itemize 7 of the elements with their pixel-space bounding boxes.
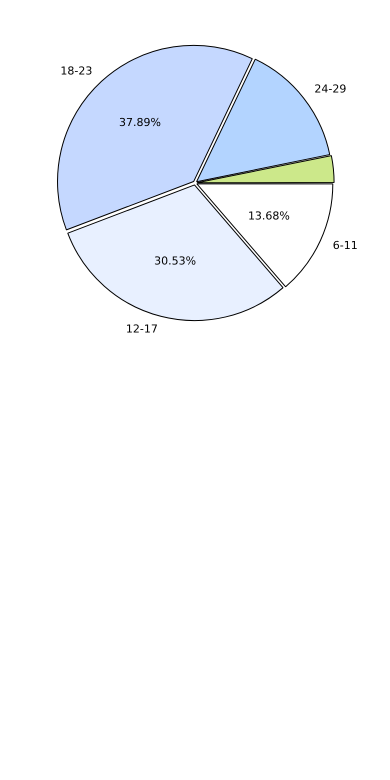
data-label: 30.53%: [154, 254, 196, 268]
slice-label: 18-23: [60, 64, 92, 78]
data-label: 13.68%: [248, 210, 290, 223]
data-label: 37.89%: [118, 116, 161, 130]
slice-label: 12-17: [126, 322, 158, 336]
slice-label: 6-11: [332, 238, 358, 252]
slice-label: 24-29: [314, 82, 346, 96]
